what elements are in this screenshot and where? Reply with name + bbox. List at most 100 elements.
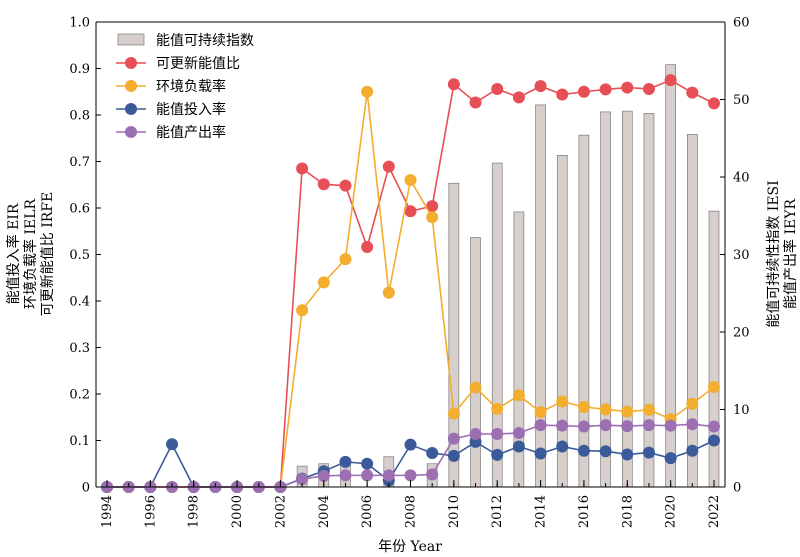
legend-label-4: 能值产出率 <box>156 124 226 141</box>
x-tick-label: 2016 <box>577 495 592 528</box>
left-axis-title: 能值投入率 EIR 环境负载率 IELR 可更新能值比 IRFE <box>5 192 56 316</box>
series-1-point-2003 <box>296 162 309 175</box>
bar-2016 <box>578 134 590 488</box>
x-tick-label: 1996 <box>143 495 158 528</box>
right-axis-title-line-1: 能值可持续性指数 IESI <box>765 180 782 327</box>
x-tick-label: 2014 <box>534 495 549 528</box>
x-tick-label: 2012 <box>490 495 505 528</box>
bar-2011 <box>470 237 481 488</box>
series-3-point-2010 <box>447 449 460 462</box>
legend-marker-2 <box>125 80 137 92</box>
series-3-point-2008 <box>404 438 417 451</box>
series-1-point-2013 <box>512 91 525 104</box>
x-tick-label: 1994 <box>100 495 115 528</box>
series-3-point-2022 <box>708 434 720 447</box>
series-3-point-2014 <box>534 447 547 460</box>
right-tick-label: 10 <box>733 403 750 418</box>
left-tick-label: 0.2 <box>69 388 90 403</box>
left-axis-title-line-1: 能值投入率 EIR <box>5 203 22 304</box>
x-tick-label: 2022 <box>707 495 722 528</box>
ticks-group: 0 0.1 0.2 0.3 0.4 0.5 0.6 0.7 0.8 0.9 1.0 0 10 20 30 40… <box>69 16 749 529</box>
series-4-point-2014 <box>534 419 547 432</box>
bar-2015 <box>556 155 568 488</box>
series-2-point-2017 <box>599 403 612 416</box>
left-tick-label: 0 <box>82 481 90 496</box>
series-2-point-2012 <box>491 402 504 415</box>
left-tick-label: 0.3 <box>69 341 90 356</box>
series-2-point-2013 <box>512 389 525 402</box>
series-2-point-2022 <box>708 381 720 394</box>
series-4-point-2017 <box>599 419 612 432</box>
series-1-point-2016 <box>577 85 590 98</box>
right-tick-label: 60 <box>733 16 750 31</box>
series-2-point-2008 <box>404 174 417 187</box>
right-tick-label: 30 <box>733 248 750 263</box>
series-4-point-2021 <box>686 418 699 431</box>
left-tick-label: 0.5 <box>69 248 90 263</box>
series-4-point-2004 <box>317 469 330 482</box>
series-2-point-2004 <box>317 276 330 289</box>
series-1-point-2018 <box>621 81 634 94</box>
x-tick-label: 2002 <box>273 495 288 528</box>
left-tick-label: 1.0 <box>69 16 90 31</box>
series-3-point-2005 <box>339 455 352 468</box>
series-2-point-2003 <box>296 304 309 317</box>
series-3-point-2021 <box>686 444 699 457</box>
series-4-point-2020 <box>664 419 677 432</box>
legend-label-3: 能值投入率 <box>156 101 226 118</box>
series-3-point-2013 <box>512 440 525 453</box>
series-2-point-2005 <box>339 253 352 266</box>
series-1-point-2020 <box>664 74 677 87</box>
series-4-point-2009 <box>426 468 439 481</box>
series-2-point-2019 <box>642 403 655 416</box>
left-tick-label: 0.8 <box>69 109 90 124</box>
right-axis-title-line-2: 能值产出率 IEYR <box>782 199 799 309</box>
series-2-point-2016 <box>577 401 590 414</box>
series-1-point-2014 <box>534 80 547 93</box>
series-3-point-2006 <box>361 457 374 470</box>
right-tick-label: 20 <box>733 326 750 341</box>
series-4-point-2018 <box>621 420 634 433</box>
series-4-point-2013 <box>512 427 525 440</box>
series-1-point-2005 <box>339 179 352 192</box>
series-1-point-2019 <box>642 82 655 95</box>
series-4-point-2011 <box>469 427 482 440</box>
series-2-point-2006 <box>361 85 374 98</box>
series-4-point-2005 <box>339 469 352 482</box>
series-4-point-2010 <box>447 432 460 445</box>
x-tick-label: 2010 <box>447 495 462 528</box>
series-3-point-2019 <box>642 446 655 459</box>
x-tick-label: 2000 <box>230 495 245 528</box>
left-axis-title-line-2: 环境负载率 IELR <box>22 199 39 309</box>
series-3-point-2020 <box>664 452 677 465</box>
left-tick-label: 0.6 <box>69 202 90 217</box>
series-2-point-2018 <box>621 405 634 418</box>
right-tick-label: 0 <box>733 481 741 496</box>
series-4-point-2019 <box>642 419 655 432</box>
x-tick-label: 1998 <box>187 495 202 528</box>
series-4-point-2007 <box>382 469 395 482</box>
right-tick-label: 50 <box>733 93 750 108</box>
legend-label-bar: 能值可持续指数 <box>156 32 254 49</box>
series-4-point-2015 <box>556 419 569 432</box>
right-axis-title: 能值可持续性指数 IESI 能值产出率 IEYR <box>765 180 799 327</box>
left-tick-label: 0.1 <box>69 434 90 449</box>
left-tick-label: 0.9 <box>69 62 90 77</box>
series-4-point-2022 <box>708 420 720 433</box>
legend-label-2: 环境负载率 <box>156 78 226 95</box>
left-axis-title-line-3: 可更新能值比 IRFE <box>40 192 56 316</box>
left-tick-label: 0.4 <box>69 295 90 310</box>
series-3-point-2012 <box>491 448 504 461</box>
x-tick-label: 2006 <box>360 495 375 528</box>
series-1-point-2022 <box>708 97 720 110</box>
series-2-point-2014 <box>534 406 547 419</box>
series-2-point-2007 <box>382 286 395 299</box>
bar-2021 <box>687 134 698 488</box>
series-4-point-2012 <box>491 427 504 440</box>
series-3-point-1997 <box>166 438 179 451</box>
legend-marker-3 <box>125 103 137 115</box>
legend-marker-1 <box>125 57 137 69</box>
series-3-point-2009 <box>426 447 439 460</box>
right-tick-label: 40 <box>733 171 750 186</box>
